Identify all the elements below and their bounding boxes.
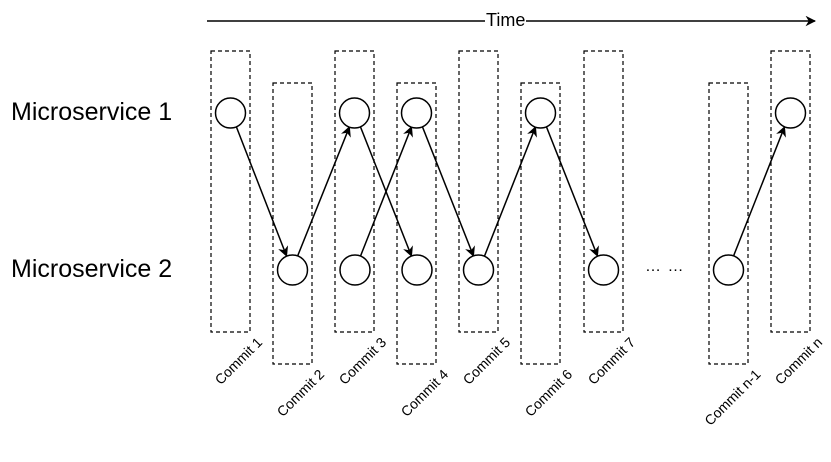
service-node [401,254,433,286]
row-label-microservice-2: Microservice 2 [11,255,173,283]
service-node [339,254,371,286]
service-node [462,254,495,286]
commit-box [708,82,749,365]
commit-box [396,82,437,365]
service-node [214,97,247,129]
ellipsis-continuation: … … [645,258,685,275]
commit-box [334,50,375,333]
service-node [276,254,309,286]
dependency-arrow [483,125,537,257]
dependency-arrow [545,126,599,258]
service-nodes [214,97,807,286]
row-label-microservice-1: Microservice 1 [11,98,173,126]
time-axis-label: Time [485,10,527,31]
service-node [400,97,433,129]
commit-box [458,50,499,333]
dependency-arrow [421,126,475,258]
commit-box [770,50,811,333]
service-node [712,254,745,286]
service-node [774,97,807,129]
dependency-arrow [732,125,786,257]
commit-box [272,82,313,365]
commit-box [583,50,624,333]
service-node [524,97,557,129]
dependency-edges [235,125,786,258]
service-node [587,254,620,286]
commit-box [210,50,251,333]
commit-box [520,82,561,365]
dependency-arrow [296,125,351,257]
service-node [338,97,371,129]
dependency-arrow [235,126,289,257]
commit-boxes [210,50,811,365]
dependency-arrow [359,125,413,257]
